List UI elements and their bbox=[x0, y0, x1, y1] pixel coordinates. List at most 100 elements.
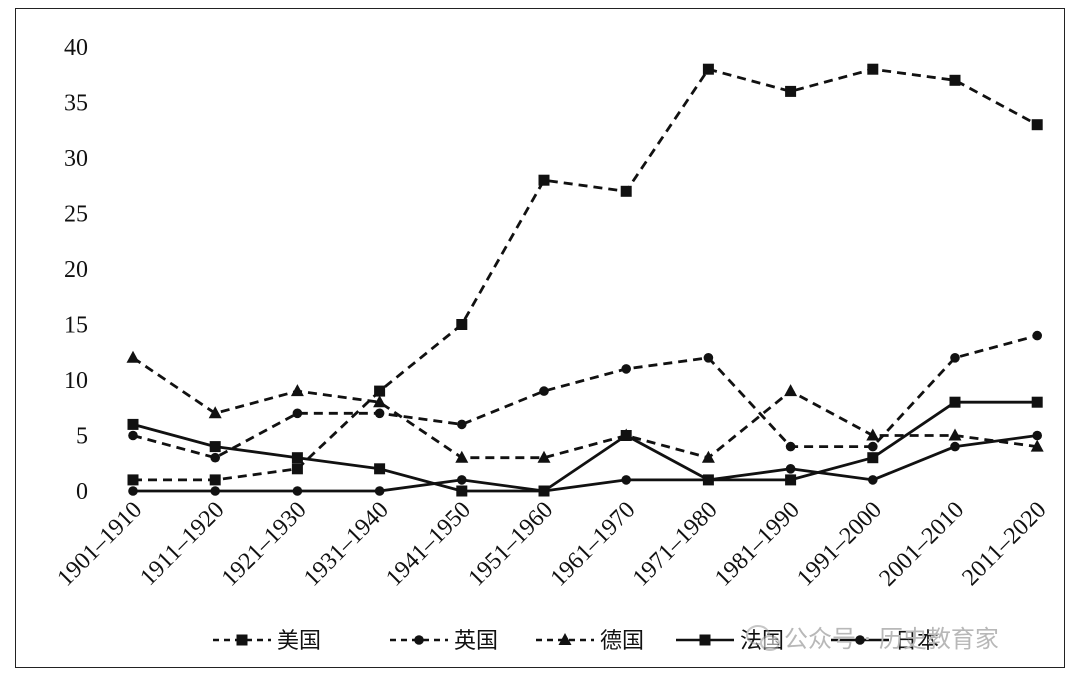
data-point bbox=[785, 85, 797, 97]
data-point bbox=[867, 63, 879, 75]
y-axis-ticks: 0 5 10 15 20 25 30 35 40 bbox=[64, 35, 88, 505]
x-tick-label: 2011–2020 bbox=[957, 497, 1051, 591]
data-point bbox=[292, 408, 303, 419]
watermark: 公众号 · 历史教育家 bbox=[746, 625, 999, 653]
x-tick-label: 1901–1910 bbox=[52, 497, 147, 592]
data-point bbox=[457, 475, 467, 485]
legend-marker bbox=[855, 635, 865, 645]
data-point bbox=[867, 452, 879, 464]
legend-label: 日本 bbox=[895, 629, 939, 654]
data-point bbox=[374, 463, 386, 475]
legend-marker bbox=[558, 633, 572, 645]
data-point bbox=[785, 474, 797, 486]
data-point bbox=[539, 486, 549, 496]
watermark-text: 公众号 · 历史教育家 bbox=[784, 625, 999, 653]
data-point bbox=[702, 63, 714, 75]
data-point bbox=[373, 395, 387, 408]
x-tick-label: 1921–1930 bbox=[217, 497, 312, 592]
series-3 bbox=[126, 350, 1044, 463]
data-point bbox=[785, 464, 796, 474]
data-point bbox=[539, 386, 549, 396]
data-point bbox=[1032, 430, 1042, 441]
series-5 bbox=[128, 430, 1042, 496]
y-tick-label: 35 bbox=[64, 91, 88, 117]
data-point bbox=[208, 406, 222, 419]
wechat-bubble-small bbox=[760, 635, 780, 651]
data-point bbox=[292, 486, 303, 496]
x-tick-label: 1951–1960 bbox=[463, 497, 558, 592]
y-tick-label: 0 bbox=[76, 479, 88, 505]
x-tick-label: 2001–2010 bbox=[874, 497, 969, 592]
data-point bbox=[210, 452, 220, 463]
data-point bbox=[127, 474, 139, 486]
legend-marker bbox=[236, 634, 248, 646]
x-tick-label: 1941–1950 bbox=[381, 497, 476, 592]
legend-item: 英国 bbox=[390, 629, 498, 654]
data-point bbox=[291, 463, 303, 475]
series-2 bbox=[128, 330, 1042, 463]
data-point bbox=[948, 428, 962, 441]
legend-label: 美国 bbox=[277, 629, 321, 654]
legend-label: 德国 bbox=[600, 629, 644, 654]
data-point bbox=[621, 364, 631, 374]
wechat-icon bbox=[746, 625, 780, 651]
y-tick-label: 30 bbox=[64, 146, 88, 172]
legend-marker bbox=[414, 635, 424, 645]
series-line bbox=[133, 434, 1038, 493]
y-tick-label: 10 bbox=[64, 368, 88, 394]
x-tick-label: 1931–1940 bbox=[299, 497, 394, 592]
y-tick-label: 15 bbox=[64, 313, 88, 339]
data-point bbox=[620, 185, 632, 197]
x-axis-ticks: 1901–19101911–19201921–19301931–19401941… bbox=[52, 497, 1051, 592]
data-point bbox=[950, 441, 960, 452]
legend-label: 英国 bbox=[454, 629, 498, 654]
legend-item: 美国 bbox=[213, 629, 321, 654]
data-point bbox=[621, 475, 631, 485]
line-chart: 0 5 10 15 20 25 30 35 40 1901–19101911–19201921–1… bbox=[52, 35, 1051, 654]
data-point bbox=[949, 396, 961, 408]
data-point bbox=[537, 450, 551, 463]
series-4 bbox=[127, 396, 1043, 497]
data-point bbox=[128, 430, 138, 441]
data-point bbox=[457, 419, 467, 430]
data-point bbox=[455, 450, 469, 463]
x-tick-label: 1991–2000 bbox=[792, 497, 887, 592]
wechat-bubble-large bbox=[746, 625, 770, 645]
data-point bbox=[785, 441, 796, 452]
data-point bbox=[1031, 396, 1043, 408]
data-point bbox=[1031, 119, 1043, 131]
data-point bbox=[620, 430, 632, 441]
data-point bbox=[866, 428, 880, 441]
legend-item: 日本 bbox=[831, 629, 939, 654]
data-point bbox=[703, 475, 714, 485]
series-line bbox=[133, 67, 1038, 482]
data-point bbox=[209, 474, 221, 486]
data-point bbox=[868, 475, 878, 485]
y-tick-label: 25 bbox=[64, 202, 88, 228]
data-point bbox=[126, 350, 140, 363]
series-line bbox=[132, 356, 1038, 460]
data-point bbox=[950, 353, 960, 363]
x-tick-label: 1971–1980 bbox=[628, 497, 723, 592]
data-point bbox=[374, 486, 385, 496]
data-point bbox=[290, 384, 304, 397]
data-point bbox=[1030, 439, 1044, 452]
data-point bbox=[784, 384, 798, 397]
legend: 美国英国德国法国日本 bbox=[213, 629, 939, 654]
legend-item: 德国 bbox=[536, 629, 644, 654]
legend-marker bbox=[699, 634, 711, 646]
data-point bbox=[456, 485, 468, 497]
y-tick-label: 20 bbox=[64, 257, 88, 283]
data-point bbox=[374, 408, 385, 419]
x-tick-label: 1981–1990 bbox=[710, 497, 805, 592]
chart-frame: 0 5 10 15 20 25 30 35 40 1901–1910 1911–1920 1921–1… bbox=[15, 8, 1065, 668]
data-point bbox=[1032, 330, 1042, 341]
data-point bbox=[868, 441, 878, 452]
x-tick-label: 1911–1920 bbox=[135, 497, 229, 591]
data-point bbox=[538, 174, 550, 186]
data-point bbox=[209, 441, 221, 453]
data-point bbox=[949, 74, 961, 86]
data-point bbox=[291, 452, 303, 464]
data-point bbox=[703, 353, 714, 363]
data-point bbox=[210, 486, 220, 496]
